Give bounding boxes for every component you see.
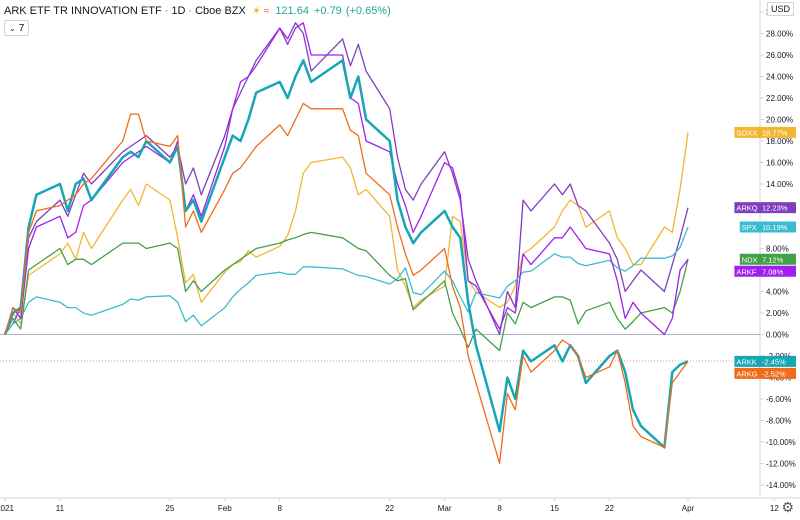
y-tick-label: 20.00%: [766, 116, 793, 125]
series-value: 18.77%: [762, 128, 788, 137]
series-value: -2.45%: [762, 357, 786, 366]
series-value-box: [760, 265, 796, 277]
chart-header: ARK ETF TR INNOVATION ETF · 1D · Cboe BZ…: [4, 5, 391, 17]
series-line-soxx[interactable]: [4, 132, 689, 335]
x-tick-label: 22: [385, 504, 394, 513]
y-tick-label: 2.00%: [766, 309, 789, 318]
series-label-arkf: ARKF 7.08%: [734, 265, 796, 277]
y-tick-label: 26.00%: [766, 51, 793, 60]
series-name: ARKF: [736, 267, 756, 276]
x-tick-label: 8: [497, 504, 502, 513]
series-value: 7.12%: [762, 255, 784, 264]
currency-badge[interactable]: USD: [766, 2, 794, 16]
series-name-box: [734, 265, 760, 277]
series-value: 12.23%: [762, 204, 788, 213]
indicators-count: 7: [18, 22, 25, 34]
series-label-ndx: NDX 7.12%: [739, 253, 796, 265]
series-name: NDX: [742, 255, 758, 264]
series-value-box: [760, 221, 796, 233]
y-tick-label: 16.00%: [766, 159, 793, 168]
series-value-box: [760, 355, 796, 367]
series-name-box: [734, 355, 760, 367]
y-tick-label: -10.00%: [766, 438, 796, 447]
interval-label[interactable]: 1D: [171, 5, 186, 17]
y-tick-label: -12.00%: [766, 460, 796, 469]
indicators-toggle[interactable]: ⌄ 7: [4, 20, 30, 36]
y-tick-label: 14.00%: [766, 180, 793, 189]
x-tick-label: Feb: [218, 504, 232, 513]
x-tick-label: 11: [56, 504, 65, 513]
series-line-arkq[interactable]: [4, 22, 689, 336]
y-tick-label: 22.00%: [766, 94, 793, 103]
series-value: 10.19%: [762, 223, 788, 232]
y-tick-label: -8.00%: [766, 417, 791, 426]
x-tick-label: 2021: [0, 504, 14, 513]
y-tick-label: -6.00%: [766, 395, 791, 404]
chevron-down-icon: ⌄: [9, 23, 16, 33]
series-name: ARKK: [736, 357, 756, 366]
series-name-box: [739, 253, 760, 265]
series-line-arkg[interactable]: [4, 102, 689, 465]
series-name-box: [739, 221, 760, 233]
y-tick-label: 8.00%: [766, 245, 789, 254]
price-change-pct: (+0.65%): [345, 5, 391, 17]
y-tick-label: -14.00%: [766, 481, 796, 490]
wave-icon[interactable]: ≈: [263, 5, 270, 17]
x-tick-label: 15: [550, 504, 559, 513]
series-name-box: [734, 202, 760, 214]
y-tick-label: 0.00%: [766, 331, 789, 340]
series-name-box: [734, 126, 760, 138]
series-value: 7.08%: [762, 267, 784, 276]
x-tick-label: Mar: [438, 504, 452, 513]
exchange-label: Cboe BZX: [195, 5, 246, 17]
x-tick-label: Apr: [682, 504, 695, 513]
series-name-box: [734, 367, 760, 379]
last-price: 121.64: [275, 5, 309, 17]
y-tick-label: 18.00%: [766, 137, 793, 146]
series-value-box: [760, 367, 796, 379]
series-label-arkg: ARKG -2.52%: [734, 367, 796, 379]
series-value-box: [760, 253, 796, 265]
series-label-soxx: SOXX 18.77%: [734, 126, 796, 138]
sun-icon[interactable]: ☀: [251, 5, 261, 17]
x-tick-label: 8: [278, 504, 283, 513]
series-label-arkq: ARKQ 12.23%: [734, 202, 796, 214]
x-tick-label: 22: [605, 504, 614, 513]
series-name: SOXX: [736, 128, 757, 137]
price-change: +0.79: [313, 5, 342, 17]
series-line-arkf[interactable]: [4, 22, 689, 336]
series-value-box: [760, 126, 796, 138]
series-line-spx[interactable]: [4, 226, 689, 335]
x-tick-label: 25: [165, 504, 174, 513]
series-name: SPX: [742, 223, 757, 232]
series-label-spx: SPX 10.19%: [739, 221, 796, 233]
series-name: ARKQ: [736, 204, 757, 213]
y-tick-label: 28.00%: [766, 30, 793, 39]
series-value-box: [760, 202, 796, 214]
series-value: -2.52%: [762, 369, 786, 378]
series-label-arkk: ARKK -2.45%: [734, 355, 796, 367]
gear-icon[interactable]: ⚙: [781, 499, 794, 515]
series-name: ARKG: [736, 369, 757, 378]
x-tick-label: 12: [770, 504, 779, 513]
y-tick-label: 4.00%: [766, 288, 789, 297]
series-line-ndx[interactable]: [4, 231, 689, 352]
y-tick-label: 24.00%: [766, 73, 793, 82]
symbol-title: ARK ETF TR INNOVATION ETF: [4, 5, 162, 17]
